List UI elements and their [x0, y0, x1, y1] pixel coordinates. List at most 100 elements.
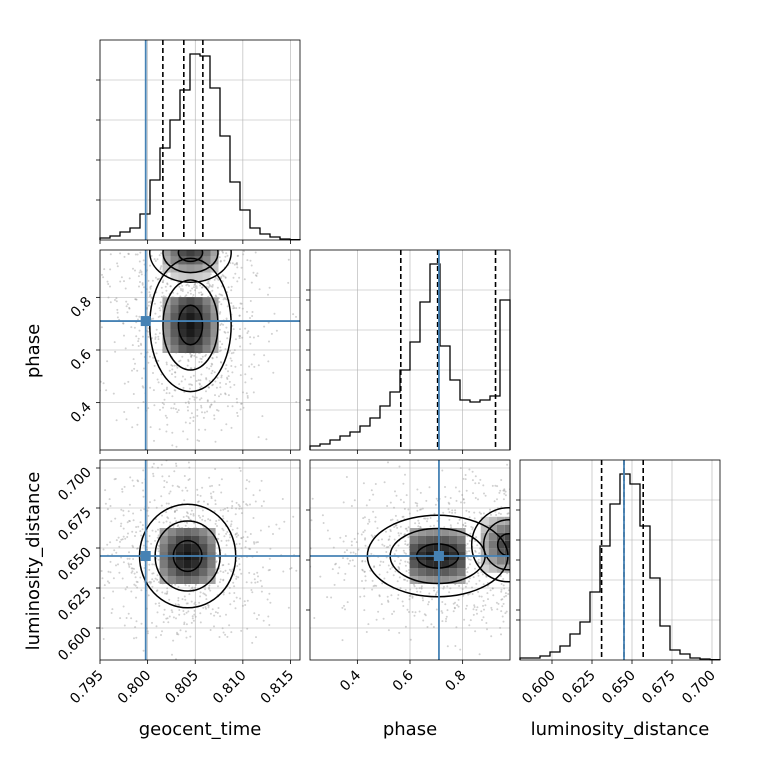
sample-point: [536, 518, 538, 520]
sample-point: [186, 283, 189, 286]
density-cell: [202, 272, 211, 281]
sample-point: [114, 517, 117, 520]
sample-point: [119, 617, 122, 620]
sample-point: [188, 383, 191, 386]
sample-point: [362, 482, 365, 485]
sample-point: [199, 494, 202, 497]
sample-point: [219, 260, 222, 263]
sample-point: [152, 234, 154, 236]
sample-point: [227, 370, 229, 373]
sample-point: [101, 273, 103, 276]
sample-point: [200, 361, 203, 363]
sample-point: [200, 293, 203, 296]
sample-point: [163, 608, 166, 611]
sample-point: [389, 567, 392, 570]
sample-point: [211, 363, 214, 366]
density-cell: [170, 305, 179, 313]
sample-point: [342, 501, 345, 504]
sample-point: [127, 510, 130, 513]
sample-point: [203, 205, 205, 207]
density-cell: [186, 250, 195, 257]
sample-point: [185, 236, 187, 238]
sample-point: [222, 578, 225, 581]
sample-point: [204, 216, 206, 218]
sample-point: [504, 592, 507, 595]
sample-point: [160, 252, 163, 255]
sample-point: [214, 522, 217, 525]
sample-point: [136, 479, 139, 482]
density-cell: [170, 256, 179, 265]
sample-point: [533, 597, 535, 599]
sample-point: [211, 357, 214, 360]
sample-point: [204, 230, 206, 232]
sample-point: [120, 508, 123, 511]
sample-point: [200, 404, 203, 407]
sample-point: [211, 384, 214, 387]
sample-point: [290, 567, 293, 569]
sample-point: [482, 583, 485, 586]
sample-point: [408, 595, 411, 597]
sample-point: [224, 569, 227, 572]
density-cell: [186, 345, 195, 353]
sample-point: [475, 536, 478, 539]
sample-point: [490, 446, 492, 448]
sample-point: [219, 219, 221, 221]
sample-point: [462, 523, 465, 526]
sample-point: [408, 598, 411, 601]
sample-point: [146, 630, 149, 633]
sample-point: [374, 483, 377, 485]
sample-point: [364, 579, 367, 582]
sample-point: [125, 617, 128, 619]
sample-point: [477, 482, 480, 485]
sample-point: [490, 606, 493, 609]
sample-point: [539, 543, 541, 545]
sample-point: [235, 307, 238, 310]
sample-point: [114, 446, 116, 448]
sample-point: [199, 621, 202, 624]
sample-point: [444, 495, 447, 498]
sample-point: [112, 577, 115, 580]
sample-point: [147, 279, 150, 282]
sample-point: [137, 318, 139, 321]
sample-point: [537, 603, 539, 605]
sample-point: [179, 519, 182, 522]
sample-point: [522, 591, 524, 593]
sample-point: [420, 508, 423, 511]
plot-area: [63, 425, 300, 660]
sample-point: [153, 230, 155, 232]
sample-point: [219, 578, 222, 581]
sample-point: [164, 195, 166, 197]
sample-point: [208, 386, 210, 389]
sample-point: [225, 383, 227, 385]
sample-point: [148, 568, 151, 571]
sample-point: [115, 564, 117, 567]
sample-point: [364, 575, 367, 578]
sample-point: [505, 594, 507, 597]
sample-point: [218, 245, 220, 247]
sample-point: [198, 383, 201, 386]
density-cell: [425, 544, 434, 552]
sample-point: [511, 584, 513, 586]
sample-point: [206, 603, 209, 606]
sample-point: [194, 245, 196, 247]
sample-point: [170, 203, 172, 205]
sample-point: [202, 242, 204, 244]
x-tick-label: 0.600: [519, 668, 559, 708]
sample-point: [270, 247, 272, 249]
sample-point: [472, 576, 475, 579]
sample-point: [187, 516, 190, 518]
sample-point: [218, 328, 221, 331]
sample-point: [190, 425, 192, 427]
sample-point: [141, 481, 144, 484]
truth-marker: [433, 551, 444, 561]
sample-point: [494, 484, 497, 487]
sample-point: [547, 520, 549, 522]
sample-point: [63, 473, 65, 475]
sample-point: [230, 365, 233, 367]
sample-point: [211, 369, 214, 372]
density-cell: [433, 536, 442, 544]
density-cell: [183, 544, 192, 552]
density-cell: [203, 241, 211, 249]
sample-point: [184, 630, 187, 633]
sample-point: [156, 536, 159, 539]
